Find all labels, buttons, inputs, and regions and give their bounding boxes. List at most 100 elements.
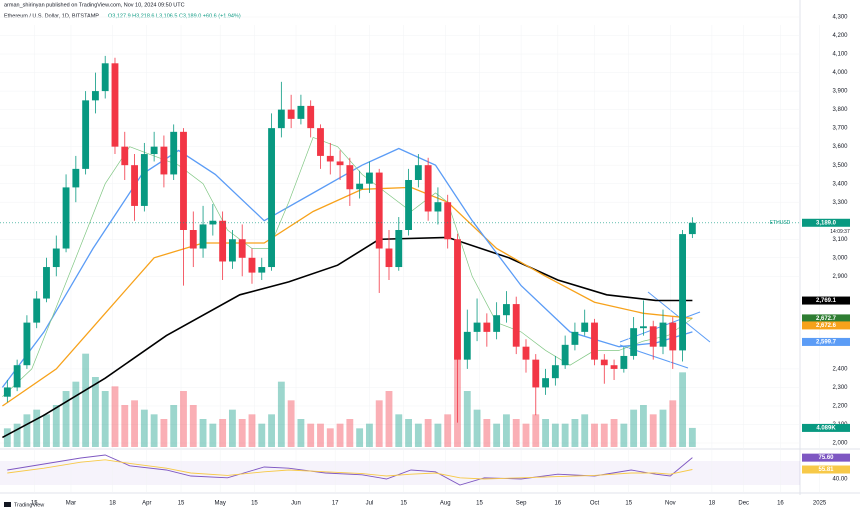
volume-bar: [238, 419, 246, 447]
volume-bar: [591, 423, 598, 447]
volume-bar: [150, 414, 158, 447]
candle-body: [248, 257, 256, 273]
volume-bar: [160, 419, 168, 447]
candle-body: [336, 161, 344, 166]
candle-body: [297, 105, 305, 119]
y-tick-label: 3,000: [832, 255, 848, 261]
volume-bar: [307, 423, 315, 447]
price-tag-label: 2,769.1: [816, 298, 837, 304]
candle-body: [542, 378, 549, 388]
moving-average: [2, 236, 693, 439]
volume-bar: [610, 419, 618, 447]
volume-bar: [199, 419, 207, 447]
candle-body: [238, 239, 246, 258]
publisher: arman_shirinyan published on TradingView…: [4, 2, 185, 8]
price-tag-label: 2,672.7: [816, 316, 837, 322]
candle-body: [219, 220, 227, 262]
candle-body: [610, 365, 618, 369]
x-tick-label: 15: [31, 501, 38, 507]
volume-bar: [43, 414, 50, 447]
x-tick-label: 15: [178, 501, 185, 507]
logo: [4, 502, 11, 507]
footer-text: TradingView: [14, 502, 44, 508]
y-tick-label: 2,400: [832, 366, 848, 372]
y-tick-label: 2,000: [832, 441, 848, 447]
candle-body: [258, 267, 266, 273]
candle-body: [444, 202, 452, 240]
candle-body: [307, 105, 315, 129]
candle-body: [277, 109, 285, 129]
candle-body: [473, 322, 481, 332]
x-tick-label: Jun: [291, 501, 301, 507]
y-tick-label: 4,200: [832, 33, 848, 39]
candle-body: [434, 202, 442, 212]
volume-bar: [679, 372, 686, 447]
volume-bar: [287, 400, 295, 447]
x-tick-label: 15: [625, 501, 632, 507]
candle-body: [101, 63, 109, 92]
rsi-tag: [802, 453, 850, 462]
volume-bar: [649, 414, 657, 447]
candle-body: [688, 222, 696, 235]
volume-bar: [268, 414, 275, 447]
candle-body: [82, 100, 90, 169]
volume-bar: [414, 423, 422, 447]
y-tick-label: 4,100: [832, 52, 848, 58]
volume-bar: [620, 423, 628, 447]
volume-bar: [180, 391, 187, 447]
price-tag: [802, 218, 850, 227]
x-tick-label: 16: [554, 501, 561, 507]
candle-body: [669, 322, 677, 351]
candle-body: [209, 220, 217, 225]
volume-bar: [522, 423, 530, 447]
volume-bar: [473, 409, 481, 447]
volume-bar: [502, 414, 510, 447]
rsi-tag-label: 55.81: [818, 467, 834, 473]
candle-body: [317, 128, 324, 156]
candle-body: [346, 165, 354, 190]
volume-bar: [659, 409, 667, 447]
price-tag: [802, 296, 850, 305]
rsi-tag: [802, 465, 850, 474]
ohlc: O3,127.9 H3,218.6 L3,106.5 C3,189.0 +60.…: [108, 13, 241, 19]
candle-body: [532, 359, 540, 388]
volume-bar: [444, 414, 452, 447]
volume-bar: [101, 391, 109, 447]
volume-bar: [33, 409, 41, 447]
x-tick-label: Nov: [665, 501, 676, 507]
volume-bar: [395, 414, 403, 447]
x-tick-label: 15: [251, 501, 258, 507]
volume-bar: [551, 423, 559, 447]
x-tick-label: 2025: [813, 501, 827, 507]
candle-body: [160, 146, 168, 175]
price-tag-label: 2,599.7: [816, 340, 837, 346]
volume-bar: [228, 409, 236, 447]
candle-body: [454, 239, 461, 360]
candle-body: [551, 365, 559, 379]
volume-bar: [493, 423, 501, 447]
volume-bar: [62, 391, 70, 447]
y-tick-label: 3,400: [832, 181, 848, 187]
candle-body: [356, 183, 364, 190]
candle-body: [52, 248, 60, 268]
candle-body: [561, 344, 569, 366]
volume-bar: [170, 405, 178, 447]
volume-bar: [13, 423, 21, 447]
volume-tag-label: 4.089K: [816, 425, 836, 431]
candle-body: [640, 326, 647, 329]
volume-bar: [297, 419, 305, 447]
candle-body: [571, 331, 579, 345]
volume-bar: [630, 409, 638, 447]
candle-body: [180, 131, 187, 230]
y-tick-label: 3,500: [832, 163, 848, 169]
volume-bar: [317, 423, 324, 447]
x-tick-label: Mar: [66, 501, 76, 507]
price-tag: [802, 314, 850, 323]
candle-body: [111, 63, 119, 147]
volume-bar: [424, 419, 432, 447]
volume-bar: [532, 414, 540, 447]
x-tick-label: 18: [109, 501, 116, 507]
volume-bar: [3, 428, 11, 447]
x-tick-label: 16: [777, 501, 784, 507]
